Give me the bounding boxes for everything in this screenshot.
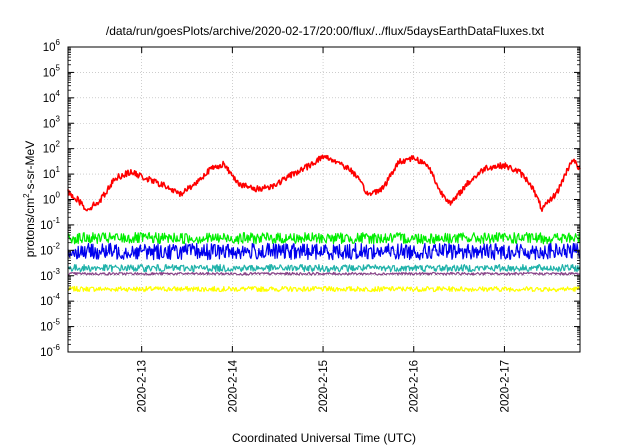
y-tick-base: 10 (43, 118, 56, 130)
y-tick-base: 10 (40, 347, 53, 359)
y-axis-label-rest: -s-sr-MeV (23, 141, 37, 194)
y-tick-label: 10-4 (40, 292, 60, 308)
series-line (67, 154, 581, 212)
x-axis-label: Coordinated Universal Time (UTC) (232, 431, 416, 445)
y-tick-exponent: 6 (56, 38, 61, 47)
y-tick-exponent: 4 (56, 89, 61, 98)
y-tick-exponent: 2 (56, 140, 61, 149)
y-tick-label: 10-1 (40, 216, 60, 232)
y-tick-label: 102 (43, 140, 61, 156)
y-tick-label: 10-5 (40, 318, 60, 334)
y-tick-label: 105 (43, 63, 61, 79)
y-tick-base: 10 (40, 271, 53, 283)
x-tick-label: 2020-2-14 (227, 359, 239, 412)
y-tick-exponent: -5 (53, 318, 61, 327)
y-tick-exponent: -2 (53, 241, 61, 250)
y-tick-base: 10 (43, 169, 56, 181)
y-tick-exponent: 0 (56, 191, 61, 200)
series-line (67, 242, 581, 261)
series-line (67, 285, 581, 293)
y-tick-label: 101 (43, 165, 61, 181)
y-tick-label: 106 (43, 38, 61, 54)
y-tick-label: 100 (43, 191, 61, 207)
y-tick-base: 10 (43, 93, 56, 105)
series-line (67, 263, 581, 273)
y-axis-label-sup: 2 (22, 193, 31, 198)
x-tick-label: 2020-2-16 (409, 360, 421, 412)
series-line (67, 271, 581, 276)
y-tick-label: 10-2 (40, 241, 60, 257)
y-tick-base: 10 (43, 67, 56, 79)
y-tick-base: 10 (40, 245, 53, 257)
x-axis: 2020-2-13 2020-2-14 2020-2-15 2020-2-16 2020… (137, 47, 511, 412)
series-line (67, 232, 581, 245)
y-tick-base: 10 (40, 322, 53, 334)
y-tick-exponent: -3 (53, 267, 61, 276)
y-tick-base: 10 (43, 42, 56, 54)
y-tick-label: 10-6 (40, 343, 60, 359)
y-tick-exponent: -4 (53, 292, 61, 301)
y-tick-base: 10 (43, 144, 56, 156)
series-layer (67, 154, 581, 293)
y-tick-base: 10 (43, 195, 56, 207)
y-tick-base: 10 (40, 296, 53, 308)
y-tick-exponent: 3 (56, 114, 61, 123)
x-tick-label: 2020-2-13 (137, 360, 149, 412)
y-tick-exponent: -6 (53, 343, 61, 352)
y-tick-exponent: 1 (56, 165, 61, 174)
y-axis-label: protons/cm2-s-sr-MeV (22, 141, 37, 257)
y-tick-label: 103 (43, 114, 61, 130)
y-tick-exponent: -1 (53, 216, 61, 225)
y-tick-exponent: 5 (56, 63, 61, 72)
x-tick-label: 2020-2-17 (499, 360, 511, 412)
y-tick-label: 104 (43, 89, 61, 105)
y-tick-base: 10 (40, 220, 53, 232)
chart-title: /data/run/goesPlots/archive/2020-02-17/2… (106, 24, 545, 38)
y-axis: 10-610-510-410-310-210-11001011021031041… (40, 38, 580, 359)
x-tick-label: 2020-2-15 (318, 360, 330, 412)
y-tick-label: 10-3 (40, 267, 60, 283)
y-axis-label-base: protons/cm (23, 198, 37, 257)
